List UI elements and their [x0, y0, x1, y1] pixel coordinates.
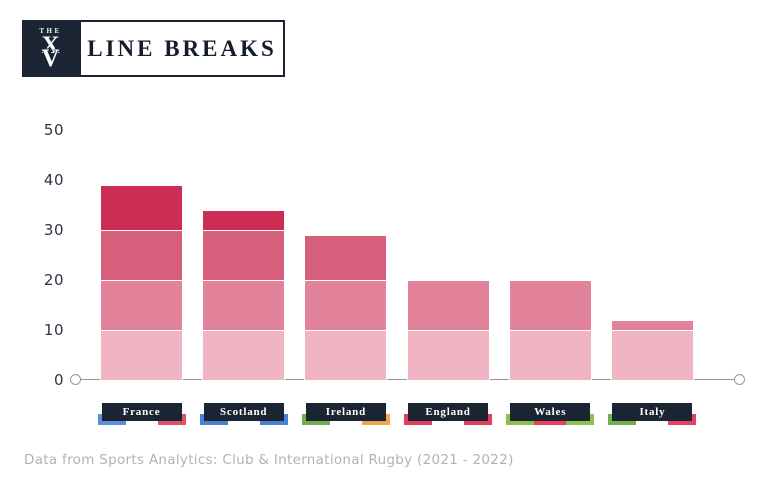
bar-segment-scotland-1: [202, 330, 286, 380]
country-plaque-ireland: Ireland: [301, 403, 390, 425]
country-plaque-france: France: [97, 403, 186, 425]
axis-endpoint-right: [734, 374, 745, 385]
bar-italy: [610, 320, 694, 380]
bar-england: [406, 280, 490, 380]
bar-segment-scotland-3: [202, 230, 286, 280]
country-label-france: France: [101, 403, 182, 421]
y-tick-label-20: 20: [43, 271, 64, 289]
label-slot-france: France: [97, 403, 186, 425]
bar-segment-england-1: [406, 330, 490, 380]
logo-the-text: THE: [39, 27, 62, 35]
bar-segment-wales-2: [508, 280, 592, 330]
bar-segment-france-2: [100, 280, 183, 330]
bars-container: [100, 130, 694, 380]
title-box: LINE BREAKS: [79, 20, 285, 77]
bar-segment-france-3: [100, 230, 183, 280]
bar-segment-italy-1: [610, 330, 694, 380]
country-labels-row: France Scotland Ireland England Wales Italy: [97, 403, 697, 425]
country-plaque-italy: Italy: [608, 403, 697, 425]
label-slot-italy: Italy: [608, 403, 697, 425]
country-plaque-scotland: Scotland: [199, 403, 288, 425]
label-slot-wales: Wales: [506, 403, 595, 425]
y-tick-label-40: 40: [43, 171, 64, 189]
axis-endpoint-left: [70, 374, 81, 385]
line-breaks-chart: 0 10 20 30 40 50: [0, 121, 766, 389]
bar-ireland: [304, 235, 388, 380]
bar-segment-france-1: [100, 330, 183, 380]
country-label-scotland: Scotland: [203, 403, 284, 421]
data-source-caption: Data from Sports Analytics: Club & Inter…: [24, 452, 514, 468]
bar-segment-england-2: [406, 280, 490, 330]
label-slot-scotland: Scotland: [199, 403, 288, 425]
label-slot-england: England: [404, 403, 493, 425]
country-label-italy: Italy: [612, 403, 693, 421]
country-plaque-england: England: [404, 403, 493, 425]
bar-segment-ireland-3: [304, 235, 388, 280]
bar-segment-france-4: [100, 185, 183, 230]
bar-segment-scotland-2: [202, 280, 286, 330]
brand-lockup: THE X V LINE BREAKS: [22, 20, 285, 77]
bar-wales: [508, 280, 592, 380]
bar-segment-scotland-4: [202, 210, 286, 230]
y-tick-label-0: 0: [53, 371, 64, 389]
y-tick-label-10: 10: [43, 321, 64, 339]
bar-segment-wales-1: [508, 330, 592, 380]
y-tick-label-30: 30: [43, 221, 64, 239]
bar-segment-ireland-1: [304, 330, 388, 380]
logo-monogram-v: V: [41, 45, 60, 72]
country-label-england: England: [408, 403, 489, 421]
bar-segment-ireland-2: [304, 280, 388, 330]
y-tick-label-50: 50: [43, 121, 64, 139]
label-slot-ireland: Ireland: [301, 403, 390, 425]
country-label-ireland: Ireland: [305, 403, 386, 421]
bar-france: [100, 185, 183, 380]
country-plaque-wales: Wales: [506, 403, 595, 425]
bar-segment-italy-2: [610, 320, 694, 330]
bar-scotland: [202, 210, 286, 380]
page-title: LINE BREAKS: [87, 35, 277, 61]
logo-monogram-x: X: [41, 32, 60, 59]
country-label-wales: Wales: [510, 403, 591, 421]
the-xv-logo: THE X V: [22, 20, 79, 77]
